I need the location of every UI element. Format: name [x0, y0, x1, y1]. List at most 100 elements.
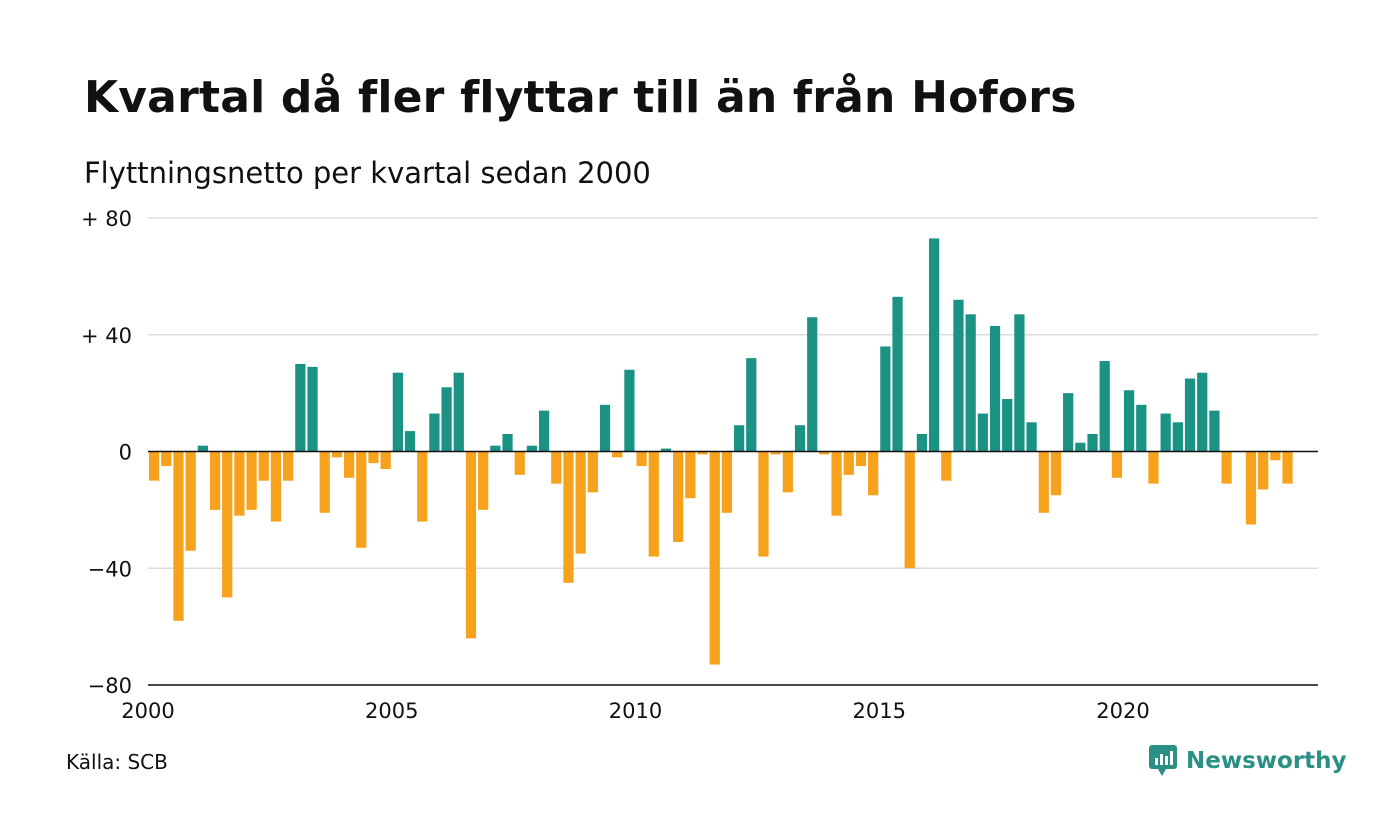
- y-tick-label: −40: [88, 557, 132, 581]
- bar: [1258, 451, 1269, 490]
- bar: [1160, 413, 1171, 452]
- bar: [575, 451, 586, 554]
- bar: [368, 451, 379, 464]
- bar: [404, 431, 416, 452]
- bar: [1245, 451, 1257, 525]
- bar: [222, 451, 233, 598]
- bar: [928, 238, 940, 452]
- bar: [989, 325, 1001, 452]
- bar: [197, 445, 208, 452]
- bar: [1209, 410, 1220, 452]
- bar: [1063, 393, 1074, 452]
- chart-subtitle: Flyttningsnetto per kvartal sedan 2000: [84, 156, 651, 190]
- bar: [1136, 404, 1147, 452]
- bar: [843, 451, 854, 475]
- bar: [392, 372, 403, 452]
- bar: [161, 451, 172, 467]
- bar: [831, 451, 842, 516]
- bar: [941, 451, 952, 481]
- bar: [526, 445, 538, 452]
- bar: [1087, 433, 1098, 452]
- bar: [1099, 361, 1110, 452]
- newsworthy-logo-icon: [1149, 745, 1177, 776]
- y-tick-label: −80: [88, 674, 132, 698]
- bar: [173, 451, 184, 621]
- bar: [1270, 451, 1281, 461]
- y-tick-label: 0: [119, 441, 132, 465]
- bar: [307, 366, 318, 452]
- bar: [490, 445, 501, 452]
- bar: [733, 425, 745, 452]
- bar: [721, 451, 733, 513]
- x-tick-label: 2015: [853, 699, 906, 723]
- bar: [1050, 451, 1062, 496]
- bar: [648, 451, 659, 557]
- chart-title: Kvartal då fler flyttar till än från Hof…: [84, 72, 1077, 123]
- bar: [746, 358, 757, 452]
- y-tick-label: + 40: [81, 324, 132, 348]
- bar: [234, 451, 245, 516]
- bar: [819, 451, 830, 455]
- bar: [1282, 451, 1293, 484]
- bar: [587, 451, 598, 493]
- brand-name: Newsworthy: [1186, 748, 1347, 774]
- bar: [758, 451, 769, 557]
- bar: [478, 451, 489, 510]
- bar: [904, 451, 915, 569]
- bar: [770, 451, 781, 455]
- y-tick-label: + 80: [81, 207, 132, 231]
- bar: [417, 451, 428, 522]
- bar: [624, 369, 635, 452]
- bar: [258, 451, 269, 481]
- bar: [465, 451, 477, 639]
- bar: [380, 451, 391, 470]
- bar: [1221, 451, 1232, 484]
- bar: [868, 451, 879, 496]
- bar: [599, 404, 611, 452]
- bar: [709, 451, 720, 665]
- bar: [673, 451, 684, 542]
- bar: [343, 451, 355, 478]
- x-tick-label: 2020: [1096, 699, 1149, 723]
- bar: [855, 451, 867, 467]
- bar: [1014, 314, 1025, 452]
- bar: [880, 346, 891, 452]
- bar: [246, 451, 257, 510]
- bar: [538, 410, 550, 452]
- bar: [1184, 378, 1196, 452]
- brand-logo[interactable]: Newsworthy: [1148, 744, 1347, 778]
- bar: [1172, 422, 1183, 452]
- x-tick-label: 2005: [365, 699, 418, 723]
- bar: [685, 451, 696, 499]
- bar: [1148, 451, 1159, 484]
- bar: [148, 451, 160, 481]
- bar: [1197, 372, 1208, 452]
- bar: [1026, 422, 1037, 452]
- bar: [1123, 390, 1135, 452]
- bar: [1075, 442, 1086, 452]
- x-tick-label: 2000: [121, 699, 174, 723]
- bar: [502, 433, 513, 452]
- bar: [563, 451, 574, 583]
- bar: [953, 299, 964, 452]
- bar: [977, 413, 988, 452]
- bar: [782, 451, 793, 493]
- bar: [551, 451, 562, 484]
- bars: [148, 238, 1293, 665]
- bar: [612, 451, 623, 458]
- x-tick-label: 2010: [609, 699, 662, 723]
- bar: [295, 363, 306, 452]
- bar: [794, 425, 806, 452]
- bar: [441, 387, 452, 452]
- bar: [429, 413, 440, 452]
- bar: [283, 451, 294, 481]
- bar: [892, 296, 903, 452]
- bar: [916, 433, 928, 452]
- bar: [270, 451, 282, 522]
- bar: [209, 451, 221, 510]
- bar: [1111, 451, 1123, 478]
- bar: [697, 451, 708, 455]
- bar: [636, 451, 647, 467]
